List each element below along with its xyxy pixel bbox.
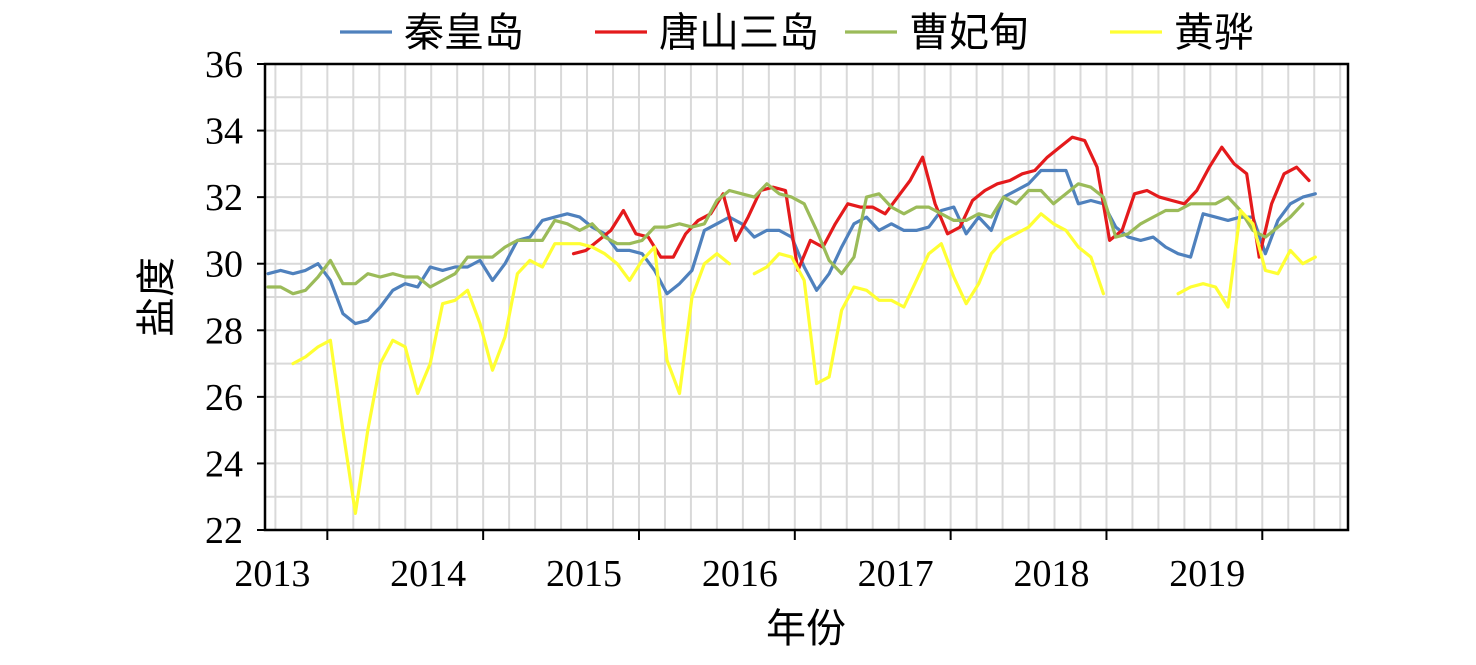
y-axis-title: 盐度 (134, 257, 180, 337)
y-tick-label: 26 (205, 377, 243, 419)
x-tick-label: 2017 (858, 553, 934, 595)
series-line-2 (266, 182, 1305, 296)
y-tick-label: 34 (205, 111, 243, 153)
y-tick-label: 30 (205, 244, 243, 286)
y-tick-label: 24 (205, 443, 243, 485)
series-line-3 (291, 208, 1317, 515)
y-tick-label: 22 (205, 510, 243, 552)
legend-label: 黄骅 (1174, 10, 1254, 56)
grid-lines (265, 64, 1348, 530)
series-lines (266, 135, 1317, 515)
y-tick-label: 36 (205, 44, 243, 86)
x-tick-label: 2019 (1169, 553, 1245, 595)
legend-label: 曹妃甸 (909, 10, 1029, 56)
x-tick-labels: 2013 2014 2015 2016 2017 2018 2019 (234, 553, 1245, 595)
plot-frame (263, 62, 1350, 532)
legend: 秦皇岛 唐山三岛 曹妃甸 黄骅 (340, 10, 1254, 56)
x-tick-label: 2018 (1013, 553, 1089, 595)
legend-label: 秦皇岛 (404, 10, 524, 56)
x-tick-label: 2014 (390, 553, 466, 595)
x-tick-label: 2015 (546, 553, 622, 595)
x-tick-label: 2016 (702, 553, 778, 595)
axes (257, 62, 1350, 540)
y-tick-labels: 22 24 26 28 30 32 34 36 (205, 44, 243, 552)
x-tick-label: 2013 (234, 553, 310, 595)
x-axis-title: 年份 (766, 606, 846, 652)
y-tick-label: 28 (205, 310, 243, 352)
y-tick-label: 32 (205, 177, 243, 219)
legend-label: 唐山三岛 (659, 10, 819, 56)
series-line-1 (571, 135, 1311, 272)
